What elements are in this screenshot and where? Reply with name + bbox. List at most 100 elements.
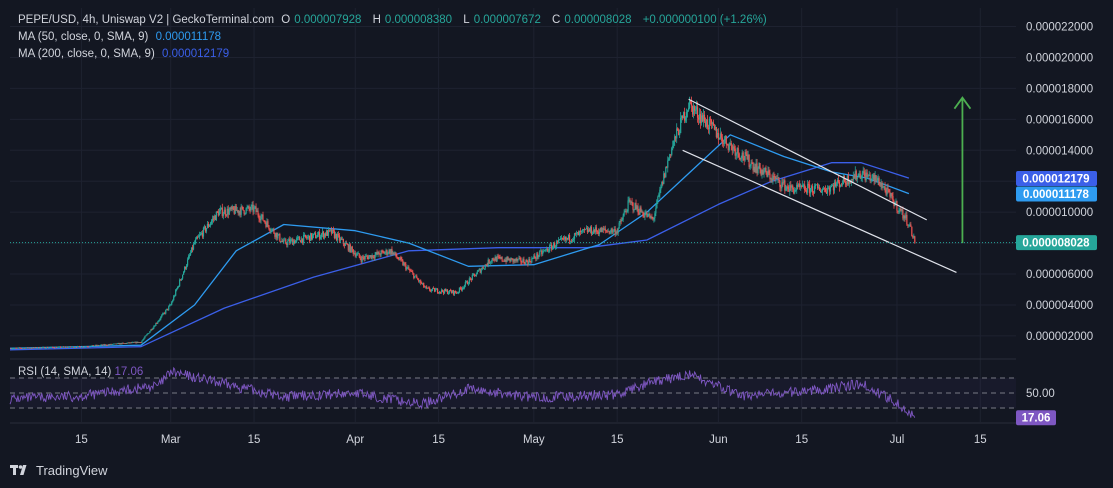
candle-body [268, 225, 270, 230]
candle-body [145, 335, 147, 337]
candle-body [750, 162, 752, 166]
ma200-legend[interactable]: MA (200, close, 0, SMA, 9) 0.000012179 [18, 48, 233, 60]
candle-body [85, 346, 87, 348]
candle-body [559, 239, 561, 241]
candle-body [232, 206, 234, 210]
candle-body [138, 342, 140, 343]
candle-body [594, 227, 596, 233]
candle-body [233, 209, 235, 214]
candle-body [699, 114, 702, 124]
candle-body [134, 341, 136, 343]
tradingview-footer[interactable]: TradingView [10, 459, 108, 481]
candle-body [484, 264, 486, 269]
candle-body [216, 211, 218, 213]
candle-body [336, 234, 338, 240]
ma200-value: 0.000012179 [161, 48, 230, 60]
rsi-line [9, 366, 916, 418]
candle-body [864, 173, 866, 181]
candle-body [862, 171, 864, 174]
time-tick-label: 15 [795, 434, 808, 446]
candle-body [126, 342, 128, 344]
candle-body [63, 346, 66, 348]
candle-body [904, 215, 906, 219]
candle-body [87, 346, 89, 348]
candle-body [115, 343, 117, 345]
candle-body [427, 287, 429, 289]
candle-body [541, 250, 543, 255]
candle-body [335, 233, 338, 240]
candle-body [865, 172, 867, 181]
price-tick-label: 0.000004000 [1026, 300, 1093, 312]
candle-body [76, 346, 79, 348]
ohlc-low: L 0.000007672 [463, 14, 545, 26]
candle-body [617, 228, 619, 234]
ma50-legend[interactable]: MA (50, close, 0, SMA, 9) 0.000011178 [18, 31, 225, 43]
candle-body [774, 176, 776, 180]
candle-body [416, 275, 418, 279]
candle-body [59, 346, 61, 348]
candle-body [400, 257, 402, 260]
candle-body [372, 255, 374, 258]
candle-body [889, 192, 891, 197]
candle-body [279, 234, 281, 242]
candle-body [315, 237, 318, 239]
candle-body [765, 167, 767, 173]
candle-body [410, 270, 412, 272]
candle-body [201, 233, 204, 237]
candle-body [312, 233, 315, 236]
candle-body [184, 266, 186, 273]
candle-body [798, 183, 800, 187]
symbol-line: PEPE/USD, 4h, Uniswap V2 | GeckoTerminal… [18, 14, 275, 26]
candle-body [633, 209, 635, 211]
candle-body [326, 230, 329, 236]
candle-body [253, 207, 255, 212]
candle-body [354, 253, 356, 257]
tradingview-brand: TradingView [36, 462, 108, 478]
candle-body [509, 259, 511, 262]
candle-body [763, 171, 765, 174]
candle-body [813, 192, 815, 194]
rsi-legend[interactable]: RSI (14, SMA, 14) 17.06 [18, 366, 143, 378]
candle-body [585, 228, 588, 230]
candle-body [267, 221, 269, 226]
candle-body [751, 162, 753, 164]
candle-body [497, 256, 499, 258]
candle-body [11, 348, 13, 350]
candle-body [487, 259, 489, 266]
candle-body [133, 342, 135, 343]
candle-body [821, 189, 824, 192]
candle-body [713, 125, 715, 130]
candle-body [632, 202, 634, 210]
candle-body [554, 243, 556, 248]
candle-body [168, 306, 170, 310]
candle-body [627, 200, 629, 212]
candle-body [273, 228, 275, 234]
candle-body [626, 211, 628, 213]
candle-body [858, 173, 860, 175]
candle-body [99, 345, 101, 346]
candle-body [340, 238, 342, 240]
candle-body [657, 196, 659, 201]
candle-body [691, 105, 694, 115]
candle-body [270, 230, 272, 232]
candle-body [590, 226, 592, 234]
candle-body [249, 209, 251, 211]
candle-body [407, 267, 409, 269]
candle-body [370, 255, 372, 259]
candle-body [294, 240, 296, 244]
candle-body [190, 247, 193, 253]
candle-body [597, 231, 599, 235]
candle-body [234, 206, 236, 214]
candle-body [685, 117, 687, 121]
candle-body [552, 246, 554, 250]
candle-body [243, 210, 245, 214]
time-tick-label: Jun [709, 434, 728, 446]
time-tick-label: Mar [161, 434, 181, 446]
candle-body [17, 347, 19, 349]
time-tick-label: 15 [974, 434, 987, 446]
candle-body [107, 344, 109, 346]
candle-body [596, 231, 598, 233]
candle-body [94, 345, 96, 346]
candle-body [838, 181, 841, 188]
